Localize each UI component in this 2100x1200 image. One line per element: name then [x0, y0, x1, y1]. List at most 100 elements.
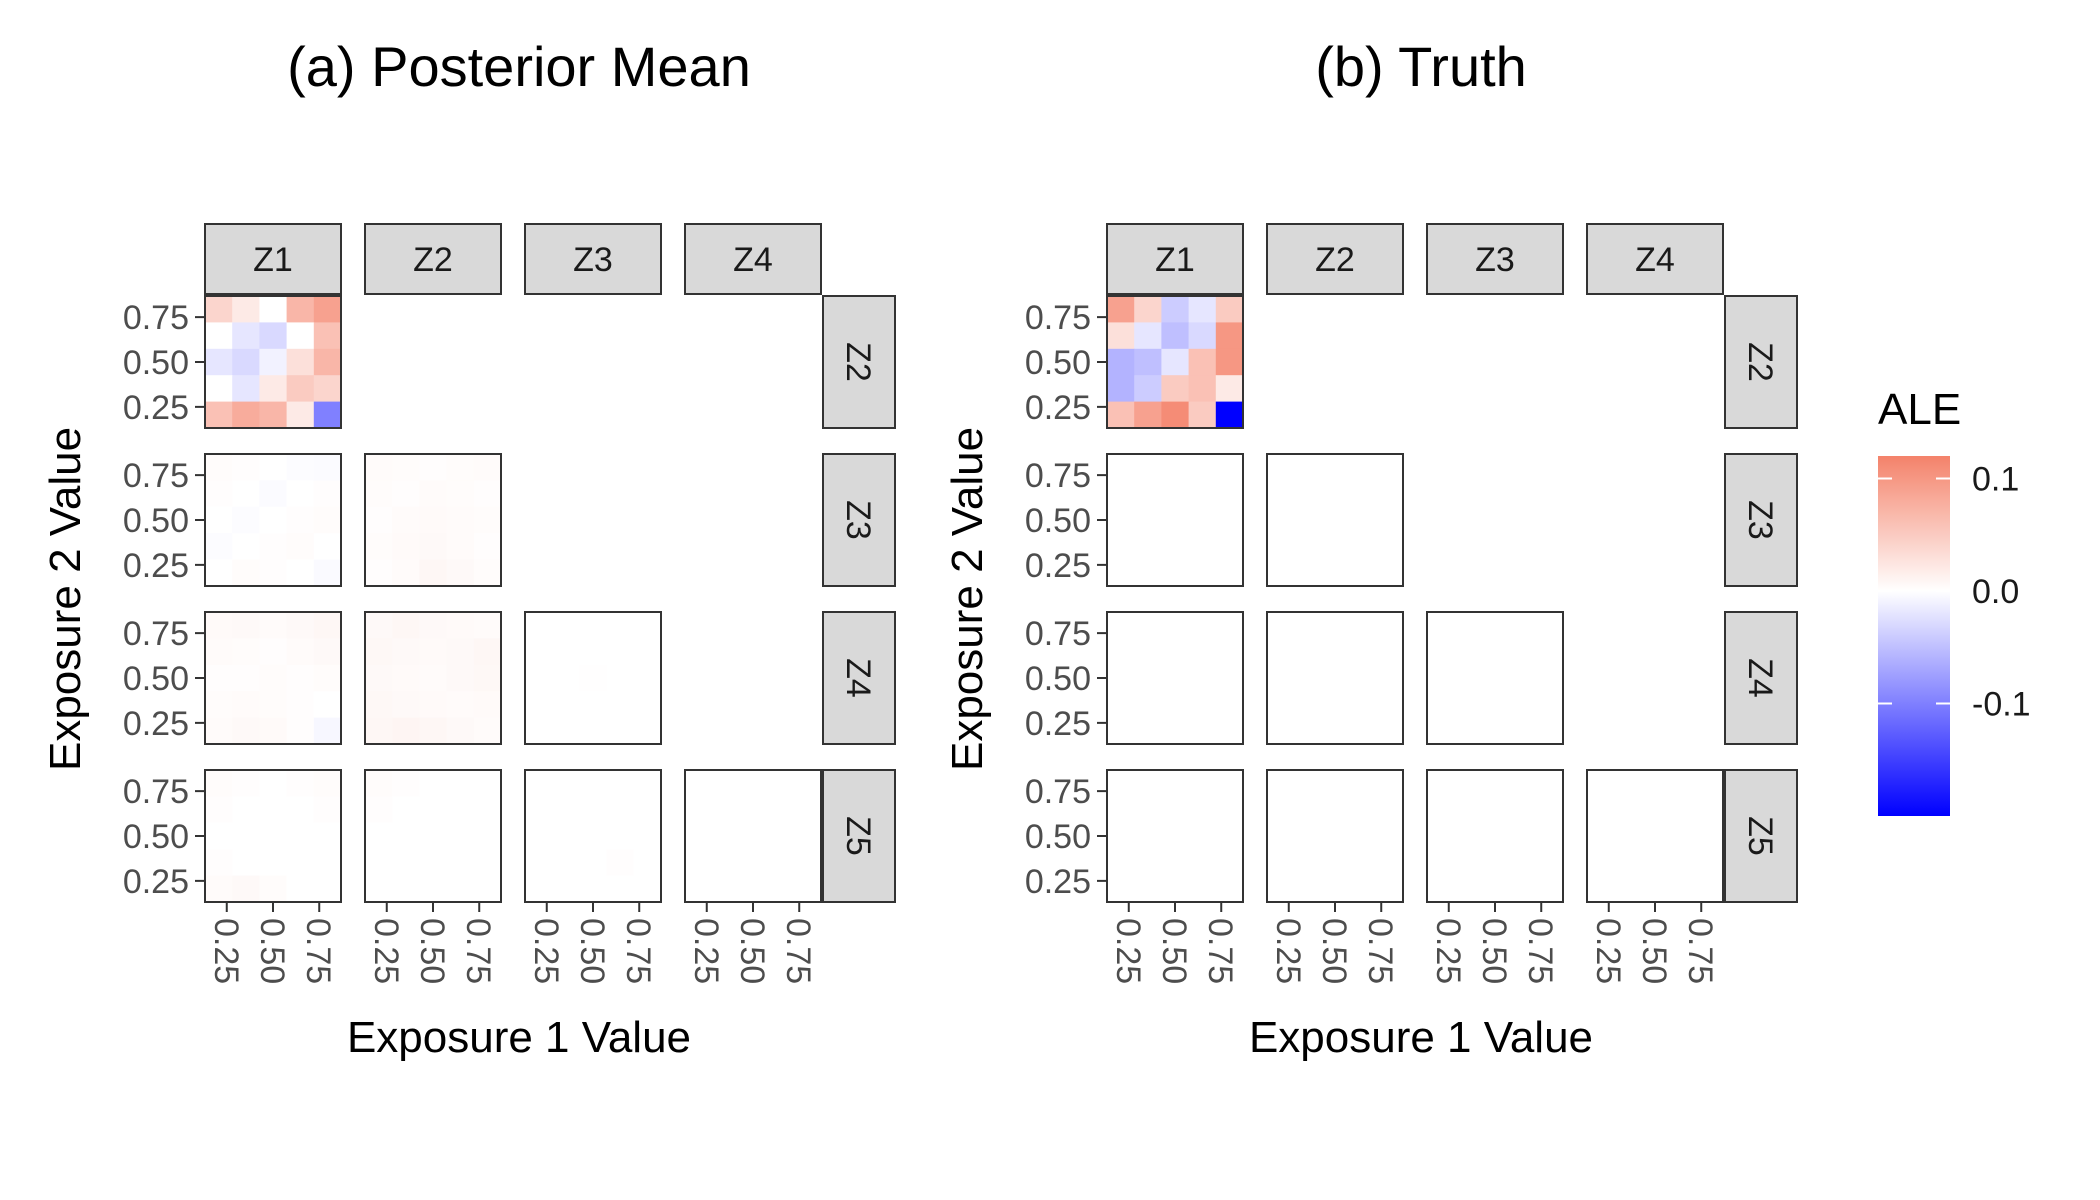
heatmap-cell	[313, 691, 342, 719]
heatmap-cell	[525, 875, 553, 903]
heatmap-cell	[286, 638, 315, 666]
heatmap-cell	[259, 664, 288, 692]
heatmap-cell	[446, 559, 475, 587]
row-strip-label: Z2	[1741, 342, 1779, 382]
heatmap-cell	[446, 796, 475, 824]
heatmap-cell	[579, 612, 608, 639]
x-tick-label: 0.50	[573, 918, 611, 984]
heatmap-cell	[446, 849, 475, 877]
heatmap-panel	[1106, 611, 1244, 745]
heatmap-cell	[365, 559, 393, 587]
heatmap-panel	[524, 769, 662, 903]
x-tick-label: 0.25	[687, 918, 725, 984]
heatmap-cell	[1161, 375, 1190, 403]
legend-title: ALE	[1878, 385, 1961, 434]
heatmap-cell	[1107, 401, 1135, 429]
heatmap-cell	[365, 770, 393, 797]
heatmap-cell	[1188, 401, 1217, 429]
heatmap-cell	[392, 849, 420, 877]
heatmap-cell	[1188, 322, 1217, 350]
heatmap-cell	[392, 664, 420, 692]
heatmap-cell	[286, 875, 315, 903]
heatmap-cell	[1107, 296, 1135, 323]
heatmap-cell	[232, 322, 260, 350]
heatmap-cell	[313, 559, 342, 587]
heatmap-cell	[633, 691, 662, 719]
heatmap-cell	[365, 796, 393, 824]
ale-legend: ALE 0.1 0.0 -0.1	[1878, 385, 2031, 816]
y-tick-label: 0.50	[123, 660, 189, 698]
x-tick-label: 0.75	[779, 918, 817, 984]
row-strip-label: Z5	[1741, 816, 1779, 856]
y-tick-label: 0.50	[1025, 660, 1091, 698]
heatmap-cell	[633, 796, 662, 824]
heatmap-cell	[1107, 375, 1135, 403]
heatmap-cell	[1134, 348, 1162, 376]
col-strip-label: Z2	[413, 241, 453, 279]
row-strip-label: Z4	[839, 658, 877, 698]
heatmap-cell	[365, 691, 393, 719]
heatmap-panel	[204, 295, 342, 429]
heatmap-cell	[525, 717, 553, 745]
heatmap-cell	[313, 770, 342, 797]
heatmap-cell	[1107, 322, 1135, 350]
heatmap-cell	[606, 638, 635, 666]
row-strip-label: Z3	[839, 500, 877, 540]
panel-background	[1427, 612, 1563, 744]
heatmap-panel	[1426, 769, 1564, 903]
panel-background	[1267, 612, 1403, 744]
heatmap-cell	[286, 480, 315, 508]
col-strip	[524, 223, 662, 295]
heatmap-cell	[286, 296, 315, 323]
heatmap-cell	[232, 506, 260, 534]
heatmap-cell	[286, 506, 315, 534]
heatmap-cell	[552, 638, 580, 666]
panel-border	[1266, 611, 1404, 745]
legend-label: -0.1	[1972, 686, 2031, 724]
heatmap-cell	[552, 770, 580, 797]
heatmap-cell	[313, 717, 342, 745]
heatmap-panel	[1266, 611, 1404, 745]
heatmap-cell	[525, 770, 553, 797]
heatmap-cell	[205, 717, 233, 745]
heatmap-cell	[205, 796, 233, 824]
heatmap-cell	[205, 348, 233, 376]
heatmap-panel	[684, 769, 822, 903]
heatmap-cell	[552, 875, 580, 903]
row-strip	[1724, 611, 1798, 745]
heatmap-cell	[633, 664, 662, 692]
heatmap-cell	[606, 664, 635, 692]
heatmap-cell	[205, 322, 233, 350]
heatmap-cell	[365, 506, 393, 534]
heatmap-cell	[473, 796, 502, 824]
x-tick-label: 0.25	[1109, 918, 1147, 984]
col-strip	[1106, 223, 1244, 295]
col-strip	[204, 223, 342, 295]
heatmap-cell	[365, 480, 393, 508]
heatmap-cell	[579, 875, 608, 903]
heatmap-cell	[392, 533, 420, 561]
panel-background	[1107, 612, 1243, 744]
heatmap-cell	[446, 717, 475, 745]
heatmap-cell	[446, 506, 475, 534]
heatmap-cell	[392, 770, 420, 797]
heatmap-cell	[525, 796, 553, 824]
heatmap-cell	[205, 559, 233, 587]
heatmap-cell	[525, 691, 553, 719]
heatmap-panel	[364, 769, 502, 903]
heatmap-cell	[286, 717, 315, 745]
x-tick-label: 0.75	[459, 918, 497, 984]
heatmap-cell	[579, 691, 608, 719]
heatmap-cell	[313, 480, 342, 508]
heatmap-cell	[473, 770, 502, 797]
y-tick-label: 0.75	[1025, 773, 1091, 811]
heatmap-cell	[392, 559, 420, 587]
y-tick-label: 0.50	[123, 818, 189, 856]
heatmap-cell	[313, 533, 342, 561]
heatmap-cell	[205, 612, 233, 639]
heatmap-cell	[1161, 322, 1190, 350]
row-strip-label: Z2	[839, 342, 877, 382]
heatmap-cell	[1161, 296, 1190, 323]
heatmap-cell	[579, 822, 608, 850]
heatmap-cell	[473, 691, 502, 719]
